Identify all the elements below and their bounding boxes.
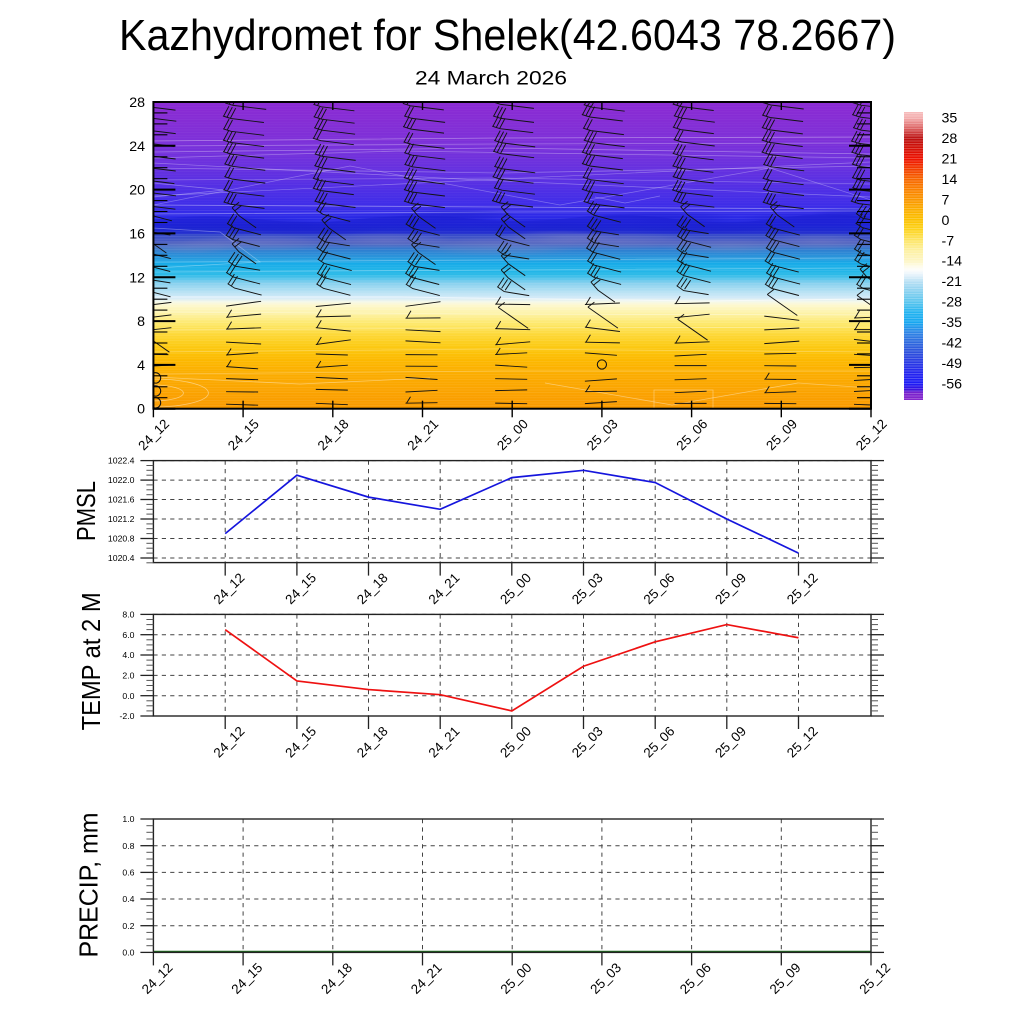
svg-text:TEMP at 2 M: TEMP at 2 M: [76, 592, 106, 730]
svg-text:24 March 2026: 24 March 2026: [415, 68, 567, 90]
svg-text:0: 0: [137, 402, 145, 418]
svg-text:7: 7: [942, 192, 950, 208]
svg-text:0.0: 0.0: [122, 691, 134, 701]
svg-text:0.0: 0.0: [122, 948, 134, 958]
svg-text:-21: -21: [942, 274, 963, 290]
svg-text:-14: -14: [942, 254, 963, 270]
svg-text:12: 12: [129, 270, 145, 286]
svg-text:Kazhydromet for Shelek(42.6043: Kazhydromet for Shelek(42.6043 78.2667): [119, 12, 896, 60]
svg-text:0.2: 0.2: [122, 921, 134, 931]
svg-text:2.0: 2.0: [122, 671, 134, 681]
svg-text:28: 28: [942, 131, 958, 147]
svg-text:4.0: 4.0: [122, 650, 134, 660]
svg-text:-56: -56: [942, 376, 963, 392]
svg-text:35: 35: [942, 111, 958, 127]
svg-text:0.8: 0.8: [122, 841, 134, 851]
svg-text:-2.0: -2.0: [120, 711, 135, 721]
svg-text:-28: -28: [942, 295, 963, 311]
svg-text:4: 4: [137, 358, 145, 374]
svg-text:8.0: 8.0: [122, 610, 134, 620]
svg-text:8: 8: [137, 314, 145, 330]
svg-text:24: 24: [129, 139, 145, 155]
svg-text:1020.8: 1020.8: [108, 534, 135, 544]
svg-text:0.6: 0.6: [122, 868, 134, 878]
svg-text:0: 0: [942, 213, 950, 229]
svg-text:PRECIP, mm: PRECIP, mm: [74, 813, 104, 958]
svg-text:PMSL: PMSL: [71, 481, 101, 541]
svg-text:1022.0: 1022.0: [108, 475, 135, 485]
svg-text:1021.2: 1021.2: [108, 514, 135, 524]
svg-text:21: 21: [942, 152, 958, 168]
svg-text:1.0: 1.0: [122, 814, 134, 824]
svg-text:1022.4: 1022.4: [108, 456, 135, 466]
svg-text:16: 16: [129, 226, 145, 242]
svg-text:1020.4: 1020.4: [108, 553, 135, 563]
svg-text:20: 20: [129, 183, 145, 199]
svg-text:-35: -35: [942, 315, 963, 331]
svg-text:-7: -7: [942, 233, 955, 249]
svg-text:1021.6: 1021.6: [108, 495, 135, 505]
svg-text:-49: -49: [942, 356, 963, 372]
svg-text:14: 14: [942, 172, 958, 188]
svg-text:28: 28: [129, 95, 145, 111]
svg-text:0.4: 0.4: [122, 894, 134, 904]
svg-text:6.0: 6.0: [122, 630, 134, 640]
svg-text:-42: -42: [942, 336, 963, 352]
